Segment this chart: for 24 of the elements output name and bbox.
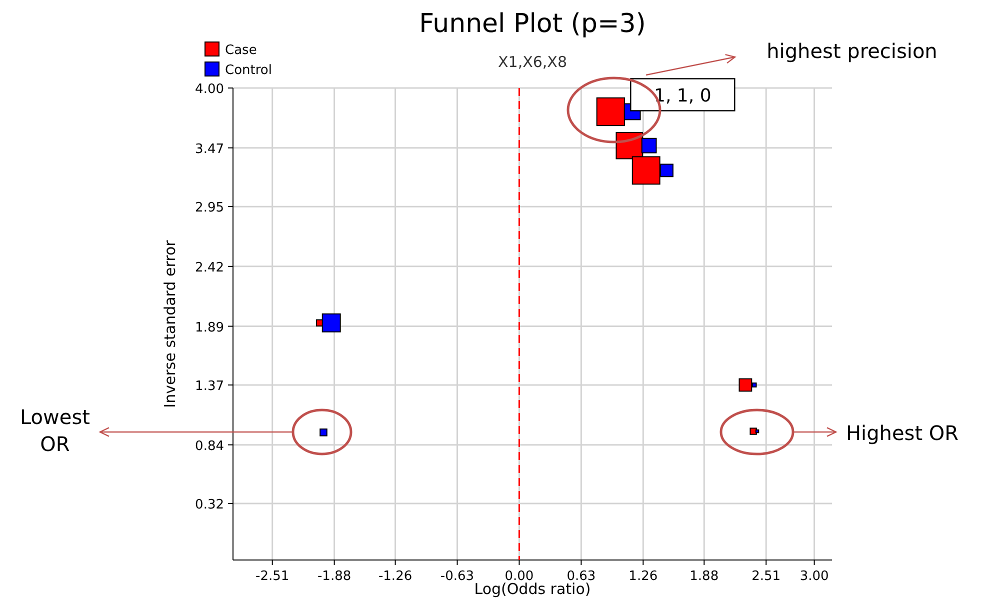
legend-label: Case <box>225 43 257 58</box>
y-tick-label: 1.37 <box>195 378 224 394</box>
y-tick-label: 0.84 <box>195 438 224 454</box>
x-tick-label: 1.88 <box>690 569 719 584</box>
y-tick-label: 4.00 <box>195 82 224 97</box>
x-tick-label: -1.26 <box>378 569 412 584</box>
y-tick-label: 2.42 <box>195 260 224 276</box>
y-tick-label: 3.47 <box>195 142 224 157</box>
y-tick-label: 1.89 <box>195 320 224 336</box>
x-tick-label: 1.26 <box>628 569 658 584</box>
text: highest precision <box>766 39 938 63</box>
x-tick-label: -1.88 <box>317 569 352 584</box>
x-tick-label: 2.51 <box>752 569 781 584</box>
text: Highest OR <box>846 421 959 445</box>
text: Lowest OR <box>20 405 90 456</box>
chart-subtitle: X1,X6,X8 <box>498 53 567 71</box>
y-tick-label: 2.95 <box>195 200 224 216</box>
x-tick-label: -2.51 <box>256 569 290 584</box>
legend-label: Control <box>225 63 272 78</box>
chart-title: Funnel Plot (p=3) <box>419 9 646 39</box>
x-tick-label: 3.00 <box>800 569 829 584</box>
y-tick-label: 0.32 <box>195 498 224 513</box>
x-tick-label: -0.63 <box>440 569 474 584</box>
y-axis-title: Inverse standard error <box>161 239 179 408</box>
